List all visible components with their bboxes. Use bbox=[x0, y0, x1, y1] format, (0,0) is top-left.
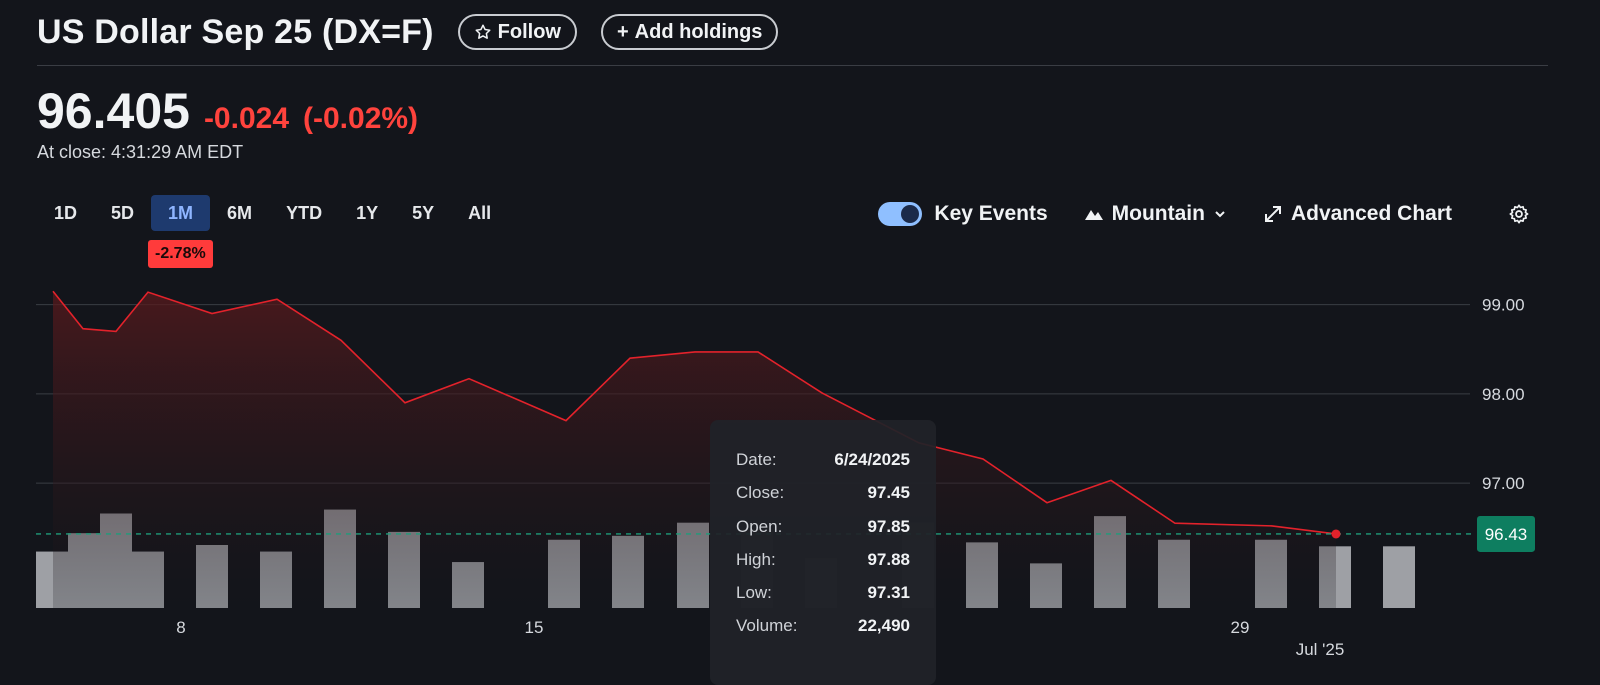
tooltip-value: 6/24/2025 bbox=[834, 450, 910, 469]
range-5d[interactable]: 5D bbox=[111, 202, 135, 223]
range-6m[interactable]: 6M bbox=[227, 202, 253, 223]
follow-label: Follow bbox=[497, 20, 561, 43]
x-tick-label: 29 bbox=[1231, 618, 1250, 637]
range-selector: 1D 5D 1M 6M YTD 1Y 5Y All bbox=[37, 195, 508, 231]
range-1m[interactable]: 1M bbox=[151, 195, 211, 231]
plus-icon: + bbox=[616, 21, 629, 43]
range-1y[interactable]: 1Y bbox=[356, 202, 379, 223]
header-divider bbox=[37, 65, 1548, 66]
toggle-switch[interactable] bbox=[878, 202, 923, 226]
price-line bbox=[52, 290, 1337, 535]
chart-toolbar: Key Events Mountain Advanced Chart bbox=[878, 198, 1530, 230]
range-5y[interactable]: 5Y bbox=[412, 202, 435, 223]
tooltip-key: High: bbox=[736, 549, 776, 569]
x-tick-label: 15 bbox=[525, 618, 544, 637]
x-tick-label: Jul '25 bbox=[1296, 640, 1345, 659]
tooltip-row: Low: 97.31 bbox=[736, 583, 910, 616]
tooltip-value: 97.85 bbox=[867, 516, 910, 536]
tooltip-key: Volume: bbox=[736, 616, 798, 636]
key-events-toggle[interactable]: Key Events bbox=[878, 202, 1048, 226]
y-tick-label: 99.00 bbox=[1482, 296, 1525, 315]
range-change-badge: -2.78% bbox=[148, 240, 213, 268]
price-change-percent: (-0.02%) bbox=[303, 102, 419, 135]
last-point bbox=[1331, 529, 1341, 539]
tooltip-row: Open: 97.85 bbox=[736, 517, 910, 550]
add-holdings-label: Add holdings bbox=[634, 20, 763, 43]
tooltip-row: Date: 6/24/2025 bbox=[736, 450, 910, 483]
price-change: -0.024 bbox=[203, 102, 290, 135]
tooltip-row: Volume: 22,490 bbox=[736, 616, 910, 649]
y-tick-label: 98.00 bbox=[1482, 385, 1525, 404]
star-icon bbox=[475, 24, 491, 39]
gear-icon[interactable] bbox=[1508, 203, 1530, 225]
add-holdings-button[interactable]: + Add holdings bbox=[600, 14, 779, 50]
tooltip-value: 22,490 bbox=[858, 616, 910, 636]
current-price-tag bbox=[1477, 515, 1535, 552]
tooltip-key: Close: bbox=[736, 483, 785, 503]
close-time: At close: 4:31:29 AM EDT bbox=[37, 142, 244, 162]
key-events-label: Key Events bbox=[934, 202, 1048, 225]
y-tick-label: 97.00 bbox=[1482, 474, 1525, 493]
follow-button[interactable]: Follow bbox=[457, 14, 577, 50]
price-row: 96.405 -0.024 (-0.02%) bbox=[37, 82, 418, 140]
chart-type-dropdown[interactable]: Mountain bbox=[1084, 202, 1227, 226]
chart-tooltip: Date: 6/24/2025 Close: 97.45 Open: 97.85 Hi… bbox=[710, 420, 936, 685]
mountain-icon bbox=[1084, 210, 1103, 220]
page-title: US Dollar Sep 25 (DX=F) bbox=[37, 12, 434, 51]
x-tick-label: 8 bbox=[176, 618, 185, 637]
tooltip-key: Date: bbox=[736, 450, 777, 469]
tooltip-key: Open: bbox=[736, 516, 783, 536]
tooltip-row: High: 97.88 bbox=[736, 550, 910, 583]
range-all[interactable]: All bbox=[468, 202, 492, 223]
price-area bbox=[53, 291, 1336, 608]
tooltip-row: Close: 97.45 bbox=[736, 483, 910, 516]
advanced-chart-button[interactable]: Advanced Chart bbox=[1263, 202, 1452, 226]
advanced-chart-label: Advanced Chart bbox=[1290, 202, 1452, 225]
price-chart[interactable]: 99.00 98.00 97.00 96.43 8 15 29 Jul '25 bbox=[0, 260, 1600, 685]
chevron-down-icon bbox=[1215, 211, 1225, 218]
range-ytd[interactable]: YTD bbox=[286, 202, 323, 223]
tooltip-value: 97.31 bbox=[867, 583, 910, 603]
tooltip-value: 97.88 bbox=[867, 549, 910, 569]
current-price-label: 96.43 bbox=[1485, 525, 1528, 544]
tooltip-value: 97.45 bbox=[867, 483, 910, 503]
range-1d[interactable]: 1D bbox=[54, 202, 78, 223]
chart-type-label: Mountain bbox=[1111, 202, 1205, 225]
quote-header: US Dollar Sep 25 (DX=F) Follow + Add hol… bbox=[37, 12, 1540, 52]
expand-icon bbox=[1264, 206, 1281, 222]
volume-bar bbox=[1383, 546, 1415, 608]
current-price: 96.405 bbox=[37, 83, 190, 139]
tooltip-key: Low: bbox=[736, 583, 772, 603]
